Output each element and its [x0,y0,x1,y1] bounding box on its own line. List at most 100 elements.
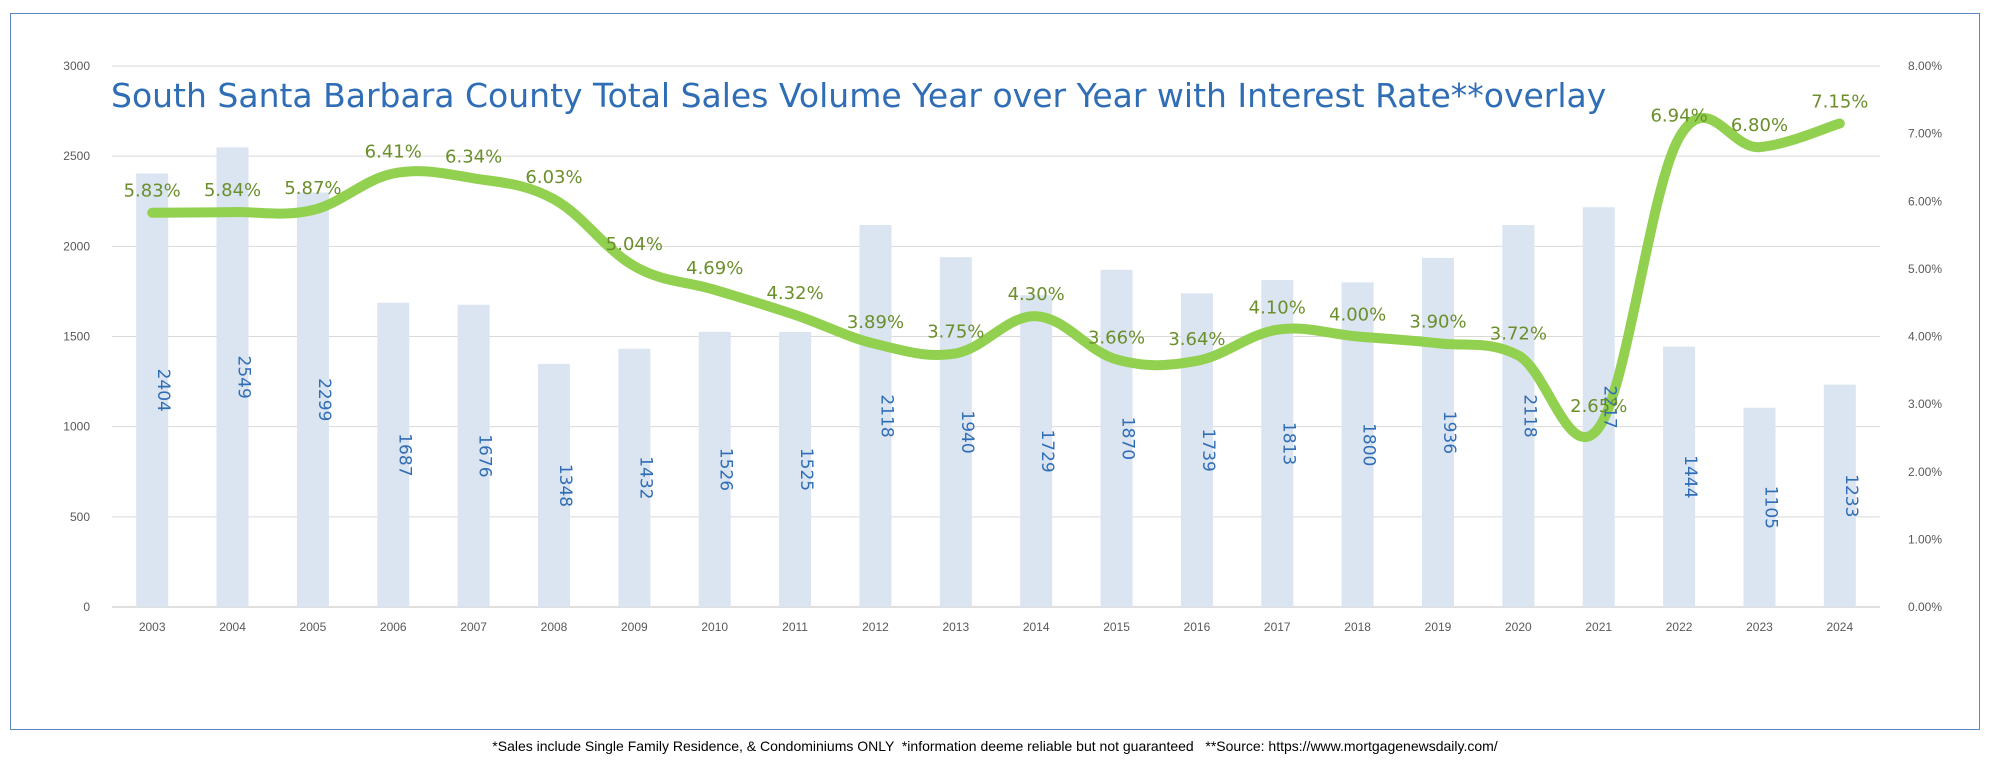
bar-2005 [296,192,329,607]
bar-value-label: 2549 [234,356,254,399]
bar-2022 [1663,346,1696,607]
x-tick-label: 2020 [1505,620,1532,634]
bar-value-label: 2299 [314,378,334,421]
chart-title: South Santa Barbara County Total Sales V… [111,76,1606,115]
rate-point-2008 [553,198,555,200]
rate-point-2005 [312,209,314,211]
rate-value-label: 3.90% [1409,311,1466,332]
rate-value-label: 3.75% [927,321,984,342]
rate-point-2023 [1758,146,1760,148]
rate-value-label: 5.83% [124,181,181,202]
rate-value-label: 5.84% [204,180,261,201]
rate-point-2011 [794,314,796,316]
bar-value-label: 1729 [1037,429,1057,472]
rate-value-label: 4.69% [686,258,743,279]
bar-value-label: 1348 [555,464,575,507]
bar-2008 [538,363,570,607]
rate-value-label: 4.30% [1008,284,1065,305]
rate-value-label: 3.72% [1490,323,1547,344]
rate-value-label: 4.10% [1249,298,1306,319]
bar-2010 [698,331,731,607]
bar-value-label: 1940 [957,410,977,453]
bar-2011 [779,331,812,607]
bar-2004 [216,147,249,608]
bar-value-label: 1676 [475,434,495,477]
bar-2016 [1180,293,1213,607]
rate-value-label: 2.65% [1570,396,1627,417]
rate-point-2018 [1357,336,1359,337]
bar-2009 [618,348,651,607]
bar-value-label: 1444 [1680,455,1700,498]
x-tick-label: 2013 [942,620,969,634]
x-tick-label: 2021 [1585,620,1612,634]
x-tick-label: 2005 [300,620,327,634]
footnote: *Sales include Single Family Residence, … [492,738,1498,754]
rate-point-2006 [392,173,394,175]
y-right-tick-label: 3.00% [1908,397,1942,411]
x-tick-label: 2007 [460,620,487,634]
x-tick-label: 2019 [1425,620,1452,634]
rate-point-2007 [473,177,475,179]
x-tick-label: 2009 [621,620,648,634]
y-left-tick-label: 500 [70,510,90,524]
x-tick-label: 2010 [701,620,728,634]
bar-value-label: 1739 [1198,429,1218,472]
rate-value-label: 7.15% [1811,91,1868,112]
rate-point-2022 [1678,137,1680,139]
bar-value-label: 1813 [1278,422,1298,465]
rate-value-label: 4.32% [766,283,823,304]
x-tick-label: 2024 [1826,620,1853,634]
bar-2003 [136,173,169,607]
chart-frame [10,13,1980,730]
y-right-tick-label: 4.00% [1908,330,1942,344]
y-right-tick-label: 6.00% [1908,194,1942,208]
bar-2023 [1743,407,1776,607]
rate-value-label: 6.80% [1731,115,1788,136]
bar-2013 [939,257,972,607]
rate-point-2015 [1116,358,1118,360]
y-left-tick-label: 1500 [63,330,90,344]
bar-2024 [1823,384,1856,607]
bar-value-label: 2217 [1600,385,1620,428]
x-tick-label: 2012 [862,620,889,634]
rate-line-layer [147,112,1845,442]
x-tick-label: 2003 [139,620,166,634]
bar-value-label: 1525 [796,448,816,491]
rate-point-2003 [151,212,153,214]
rate-value-label: 5.04% [606,234,663,255]
rate-value-label: 6.41% [365,142,422,163]
rate-point-2013 [955,352,957,354]
bar-2020 [1502,225,1535,607]
rate-point-2019 [1437,342,1439,344]
bar-value-label: 2118 [1519,394,1539,437]
y-right-tick-label: 0.00% [1908,600,1942,614]
rate-value-label: 3.89% [847,312,904,333]
rate-value-label: 3.64% [1168,329,1225,350]
y-left-tick-label: 0 [83,600,90,614]
bar-value-label: 1432 [635,456,655,499]
bar-value-label: 2118 [876,394,896,437]
y-right-tick-label: 7.00% [1908,127,1942,141]
bar-value-label: 1526 [716,448,736,491]
bar-2006 [377,302,410,607]
x-tick-label: 2006 [380,620,407,634]
rate-point-2020 [1517,354,1519,356]
rate-point-2016 [1196,360,1198,362]
rate-value-label: 4.00% [1329,305,1386,326]
rate-value-label: 6.03% [525,167,582,188]
bar-2007 [457,304,490,607]
bar-value-label: 1233 [1841,474,1861,517]
x-tick-label: 2016 [1184,620,1211,634]
bar-value-label: 1936 [1439,411,1459,454]
rate-value-label: 3.66% [1088,327,1145,348]
bar-2014 [1020,295,1053,607]
rate-point-2021 [1598,427,1600,429]
bar-2012 [859,225,892,607]
rate-point-2014 [1035,315,1037,317]
y-right-tick-label: 8.00% [1908,59,1942,73]
y-right-tick-label: 2.00% [1908,465,1942,479]
y-right-tick-label: 1.00% [1908,532,1942,546]
y-right-tick-label: 5.00% [1908,262,1942,276]
rate-point-2017 [1276,329,1278,331]
x-tick-label: 2008 [541,620,568,634]
